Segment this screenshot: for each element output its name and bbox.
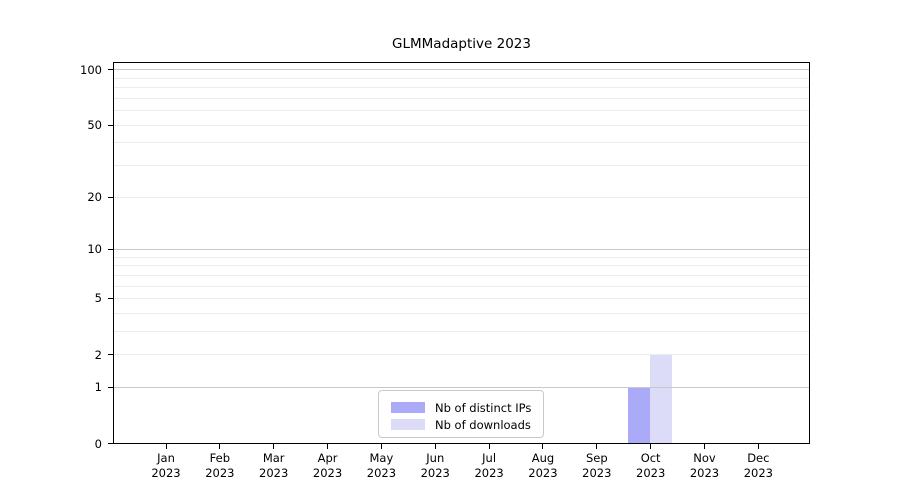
gridline-major bbox=[113, 386, 810, 388]
x-tick-label-month: Dec bbox=[747, 451, 770, 465]
y-tick-mark bbox=[108, 297, 113, 299]
x-tick-label: Feb 2023 bbox=[188, 451, 252, 481]
x-tick-label: Oct 2023 bbox=[619, 451, 683, 481]
gridline-minor bbox=[113, 285, 810, 287]
gridline-major bbox=[113, 248, 810, 250]
y-tick-label: 50 bbox=[87, 118, 102, 133]
x-tick-label-month: Apr bbox=[317, 451, 338, 465]
x-tick-label-month: Mar bbox=[262, 451, 285, 465]
x-tick-label-year: 2023 bbox=[259, 466, 289, 480]
x-tick-label-month: Aug bbox=[531, 451, 555, 465]
x-tick-label-year: 2023 bbox=[582, 466, 612, 480]
x-tick-label-year: 2023 bbox=[312, 466, 343, 480]
gridline-minor bbox=[113, 265, 810, 267]
gridline-minor bbox=[113, 165, 810, 167]
x-tick-mark bbox=[380, 444, 382, 449]
x-tick-label-month: May bbox=[369, 451, 394, 465]
x-tick-label: Apr 2023 bbox=[296, 451, 360, 481]
x-tick-mark bbox=[488, 444, 490, 449]
gridline-minor bbox=[113, 354, 810, 356]
x-tick-label-year: 2023 bbox=[636, 466, 666, 480]
plot-area bbox=[113, 62, 810, 444]
x-tick-label: May 2023 bbox=[349, 451, 413, 481]
gridline-minor bbox=[113, 274, 810, 276]
x-tick-label-month: Sep bbox=[585, 451, 608, 465]
x-tick-label: Jun 2023 bbox=[403, 451, 467, 481]
y-tick-mark bbox=[108, 69, 113, 71]
legend-label-downloads: Nb of downloads bbox=[435, 417, 531, 432]
x-tick-label-year: 2023 bbox=[420, 466, 450, 480]
x-tick-label: Sep 2023 bbox=[565, 451, 629, 481]
gridline-minor bbox=[113, 196, 810, 198]
y-tick-label: 2 bbox=[94, 347, 102, 362]
x-tick-label-month: Nov bbox=[693, 451, 716, 465]
legend-label-distinct-ips: Nb of distinct IPs bbox=[435, 400, 532, 415]
x-tick-mark bbox=[273, 444, 275, 449]
x-tick-label: Jan 2023 bbox=[134, 451, 198, 481]
x-tick-label-month: Jul bbox=[482, 451, 497, 465]
gridline-minor bbox=[113, 124, 810, 126]
y-tick-label: 10 bbox=[87, 242, 102, 257]
legend-swatch-distinct-ips bbox=[391, 402, 425, 413]
gridline-major bbox=[113, 69, 810, 71]
gridline-minor bbox=[113, 142, 810, 144]
legend-entry-distinct-ips: Nb of distinct IPs bbox=[391, 399, 543, 416]
gridline-minor bbox=[113, 110, 810, 112]
y-tick-label: 0 bbox=[94, 436, 102, 451]
legend-swatch-downloads bbox=[391, 419, 425, 430]
x-tick-label-year: 2023 bbox=[689, 466, 720, 480]
x-tick-label-year: 2023 bbox=[205, 466, 235, 480]
gridline-minor bbox=[113, 330, 810, 332]
bar-distinct-ips bbox=[628, 387, 651, 444]
x-tick-mark bbox=[704, 444, 705, 449]
x-tick-label: Nov 2023 bbox=[673, 451, 737, 481]
x-tick-mark bbox=[542, 444, 544, 449]
y-tick-mark bbox=[108, 248, 113, 250]
x-tick-label-year: 2023 bbox=[743, 466, 773, 480]
x-tick-label-month: Oct bbox=[640, 451, 661, 465]
x-tick-label-month: Jan bbox=[157, 451, 175, 465]
x-tick-mark bbox=[434, 444, 436, 449]
x-tick-label-year: 2023 bbox=[366, 466, 397, 480]
x-tick-label-year: 2023 bbox=[151, 466, 181, 480]
x-tick-label-year: 2023 bbox=[474, 466, 504, 480]
x-tick-label: Jul 2023 bbox=[457, 451, 521, 481]
x-tick-label: Mar 2023 bbox=[242, 451, 306, 481]
x-tick-mark bbox=[596, 444, 598, 449]
legend: Nb of distinct IPs Nb of downloads bbox=[378, 390, 544, 438]
x-tick-label-year: 2023 bbox=[528, 466, 558, 480]
y-tick-mark bbox=[108, 386, 113, 388]
gridline-minor bbox=[113, 256, 810, 258]
x-tick-mark bbox=[650, 444, 652, 449]
legend-entry-downloads: Nb of downloads bbox=[391, 416, 543, 433]
gridline-minor bbox=[113, 87, 810, 89]
x-tick-mark bbox=[219, 444, 221, 449]
y-tick-label: 5 bbox=[94, 291, 102, 306]
x-tick-label-month: Feb bbox=[209, 451, 231, 465]
gridline-minor bbox=[113, 297, 810, 299]
y-tick-label: 1 bbox=[94, 380, 102, 395]
x-tick-label: Dec 2023 bbox=[726, 451, 790, 481]
x-tick-mark bbox=[757, 444, 759, 449]
bar-downloads bbox=[650, 354, 673, 444]
gridline-minor bbox=[113, 98, 810, 100]
y-tick-mark bbox=[108, 196, 113, 198]
y-tick-mark bbox=[108, 124, 113, 126]
chart-title: GLMMadaptive 2023 bbox=[392, 36, 531, 52]
gridline-minor bbox=[113, 77, 810, 79]
x-tick-label-month: Jun bbox=[426, 451, 445, 465]
x-tick-mark bbox=[165, 444, 167, 449]
y-tick-label: 20 bbox=[87, 190, 102, 205]
x-tick-mark bbox=[327, 444, 329, 449]
gridline-minor bbox=[113, 312, 810, 314]
y-tick-mark bbox=[108, 443, 113, 444]
y-tick-mark bbox=[108, 354, 113, 356]
y-tick-label: 100 bbox=[80, 62, 102, 77]
x-tick-label: Aug 2023 bbox=[511, 451, 575, 481]
